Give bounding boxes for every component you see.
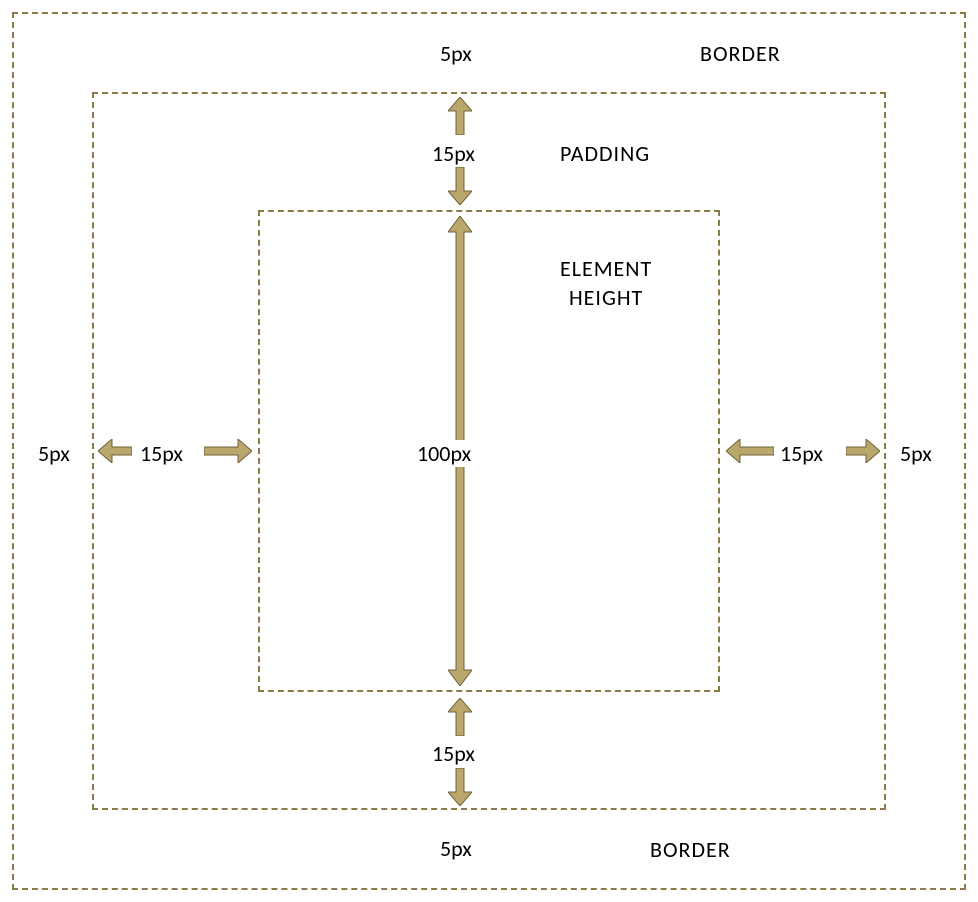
- padding-label: PADDING: [560, 140, 650, 167]
- padding-top-arrow-down: [448, 167, 472, 205]
- padding-top-value: 15px: [430, 140, 477, 167]
- border-right-arrow-right: [846, 439, 880, 463]
- padding-bottom-arrow-up: [448, 698, 472, 736]
- element-height-value: 100px: [415, 440, 473, 467]
- border-right-value: 5px: [900, 440, 932, 467]
- padding-top-arrow-up: [448, 97, 472, 135]
- border-label-top: BORDER: [700, 40, 781, 67]
- border-left-arrow-left: [98, 439, 132, 463]
- padding-bottom-arrow-down: [448, 768, 472, 806]
- padding-right-arrow-left: [726, 439, 774, 463]
- element-label: ELEMENT HEIGHT: [560, 255, 652, 312]
- box-model-diagram: BORDER PADDING ELEMENT HEIGHT BORDER 5px: [0, 0, 978, 902]
- border-left-value: 5px: [38, 440, 70, 467]
- border-label-bottom: BORDER: [650, 836, 731, 863]
- padding-bottom-value: 15px: [430, 740, 477, 767]
- padding-right-value: 15px: [780, 440, 823, 467]
- padding-left-value: 15px: [140, 440, 183, 467]
- border-bottom-value: 5px: [440, 835, 472, 862]
- border-top-value: 5px: [440, 40, 472, 67]
- padding-left-arrow-right: [204, 439, 252, 463]
